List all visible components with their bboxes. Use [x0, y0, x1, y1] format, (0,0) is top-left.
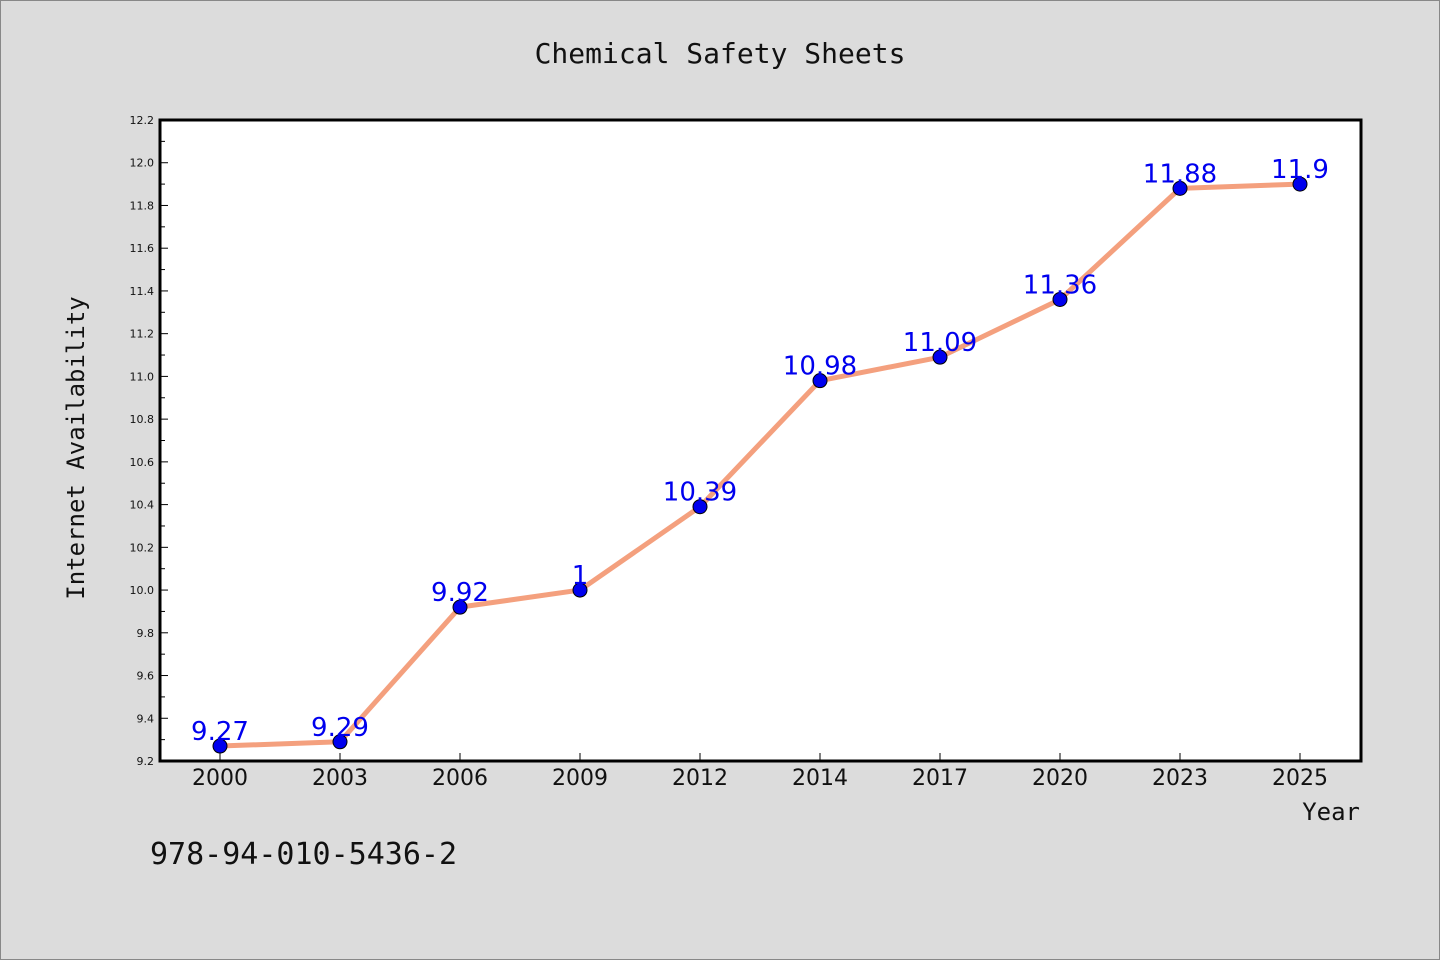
- data-point: [1052, 291, 1068, 307]
- data-label: 9.29: [311, 713, 369, 743]
- y-tick-label: 10.6: [130, 456, 155, 469]
- y-tick-label: 11.2: [130, 328, 155, 341]
- data-point: [332, 734, 348, 750]
- x-tick-label: 2003: [312, 766, 368, 791]
- data-label: 10.98: [783, 352, 857, 382]
- data-label: 9.92: [431, 578, 489, 608]
- y-tick-label: 10.0: [130, 584, 155, 597]
- x-tick-label: 2017: [912, 766, 968, 791]
- y-tick-label: 11.0: [130, 370, 155, 383]
- y-tick-label: 10.2: [130, 541, 155, 554]
- y-tick-label: 11.6: [130, 242, 155, 255]
- y-tick-label: 12.2: [130, 114, 155, 127]
- data-point: [572, 582, 588, 598]
- data-label: 11.36: [1023, 270, 1097, 300]
- series-line: [219, 181, 1301, 749]
- data-point: [692, 499, 708, 515]
- y-tick-label: 12.0: [130, 157, 155, 170]
- data-label: 10.39: [663, 478, 737, 508]
- data-point: [212, 738, 228, 754]
- x-tick-label: 2023: [1152, 766, 1208, 791]
- x-tick-label: 2006: [432, 766, 488, 791]
- x-axis: 2000 2003 2006 2009 2012 2014 2017 2020 2023 2025: [192, 753, 1328, 791]
- x-tick-label: 2000: [192, 766, 248, 791]
- x-tick-label: 2025: [1272, 766, 1328, 791]
- x-tick-label: 2014: [792, 766, 848, 791]
- data-label: 11.9: [1271, 155, 1329, 185]
- data-label: 11.09: [903, 328, 977, 358]
- y-tick-label: 9.6: [137, 670, 155, 683]
- data-point: [812, 373, 828, 389]
- data-label: 9.27: [191, 717, 249, 747]
- x-tick-label: 2009: [552, 766, 608, 791]
- plot-border: [158, 118, 1363, 763]
- y-tick-label: 10.8: [130, 413, 155, 426]
- y-tick-label: 11.8: [130, 199, 155, 212]
- series-layer: [212, 176, 1308, 754]
- data-point: [1292, 176, 1308, 192]
- data-point: [452, 599, 468, 615]
- y-tick-label: 9.8: [137, 627, 155, 640]
- y-tick-label: 9.4: [137, 712, 155, 725]
- x-axis-label: Year: [1302, 798, 1360, 826]
- y-tick-label: 10.4: [130, 499, 155, 512]
- data-label-layer: 9.27 9.29 9.92 1 10.39 10.98 11.09 11.36 11.88 11…: [191, 155, 1329, 747]
- x-tick-label: 2020: [1032, 766, 1088, 791]
- isbn-text: 978-94-010-5436-2: [150, 837, 457, 872]
- data-point: [1172, 180, 1188, 196]
- data-point: [932, 349, 948, 365]
- x-tick-label: 2012: [672, 766, 728, 791]
- data-label: 11.88: [1143, 159, 1217, 189]
- y-tick-label: 9.2: [137, 755, 155, 768]
- chart-title: Chemical Safety Sheets: [535, 37, 906, 70]
- data-label: 1: [572, 561, 589, 591]
- y-tick-label: 11.4: [130, 285, 155, 298]
- y-axis-label: Internet Availability: [62, 296, 90, 599]
